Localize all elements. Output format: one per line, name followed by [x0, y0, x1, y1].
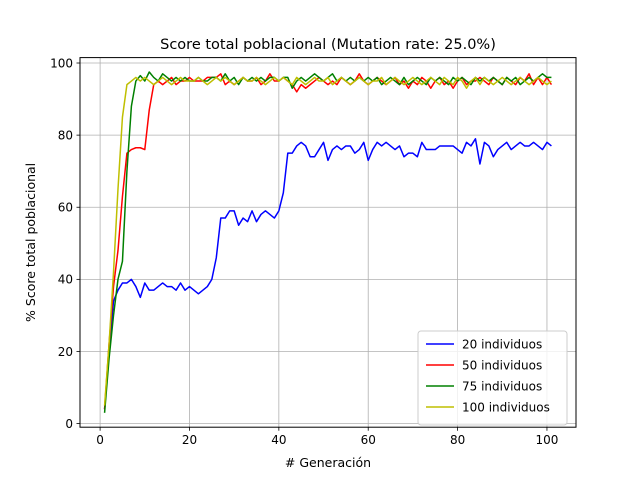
chart-title: Score total poblacional (Mutation rate: … — [160, 37, 496, 53]
grid — [80, 57, 576, 428]
x-tick-label: 60 — [361, 433, 376, 447]
x-tick-label: 20 — [182, 433, 197, 447]
legend-label: 75 individuos — [462, 380, 542, 394]
axis-ticks: 0 20 40 60 80 100 0 20 40 60 80 100 — [50, 56, 558, 447]
y-tick-label: 40 — [58, 273, 73, 287]
y-tick-label: 100 — [50, 56, 73, 70]
y-axis-label: % Score total poblacional — [23, 163, 38, 322]
legend-label: 20 individuos — [462, 338, 542, 352]
x-tick-label: 80 — [450, 433, 465, 447]
x-tick-label: 40 — [271, 433, 286, 447]
x-axis-label: # Generación — [285, 455, 371, 470]
plot-frame — [79, 57, 577, 428]
legend-label: 50 individuos — [462, 359, 542, 373]
y-tick-label: 0 — [65, 417, 73, 431]
series-line-1 — [103, 137, 552, 410]
y-tick-label: 60 — [58, 201, 73, 215]
y-tick-label: 20 — [58, 345, 73, 359]
legend-label: 100 individuos — [462, 401, 550, 415]
legend-box — [417, 330, 568, 426]
plot-area — [103, 71, 553, 413]
y-tick-label: 80 — [58, 128, 73, 142]
x-tick-label: 0 — [96, 433, 104, 447]
legend: 20 individuos 50 individuos 75 individuos 1… — [417, 330, 568, 426]
x-tick-label: 100 — [536, 433, 559, 447]
series-line-4 — [103, 76, 552, 406]
